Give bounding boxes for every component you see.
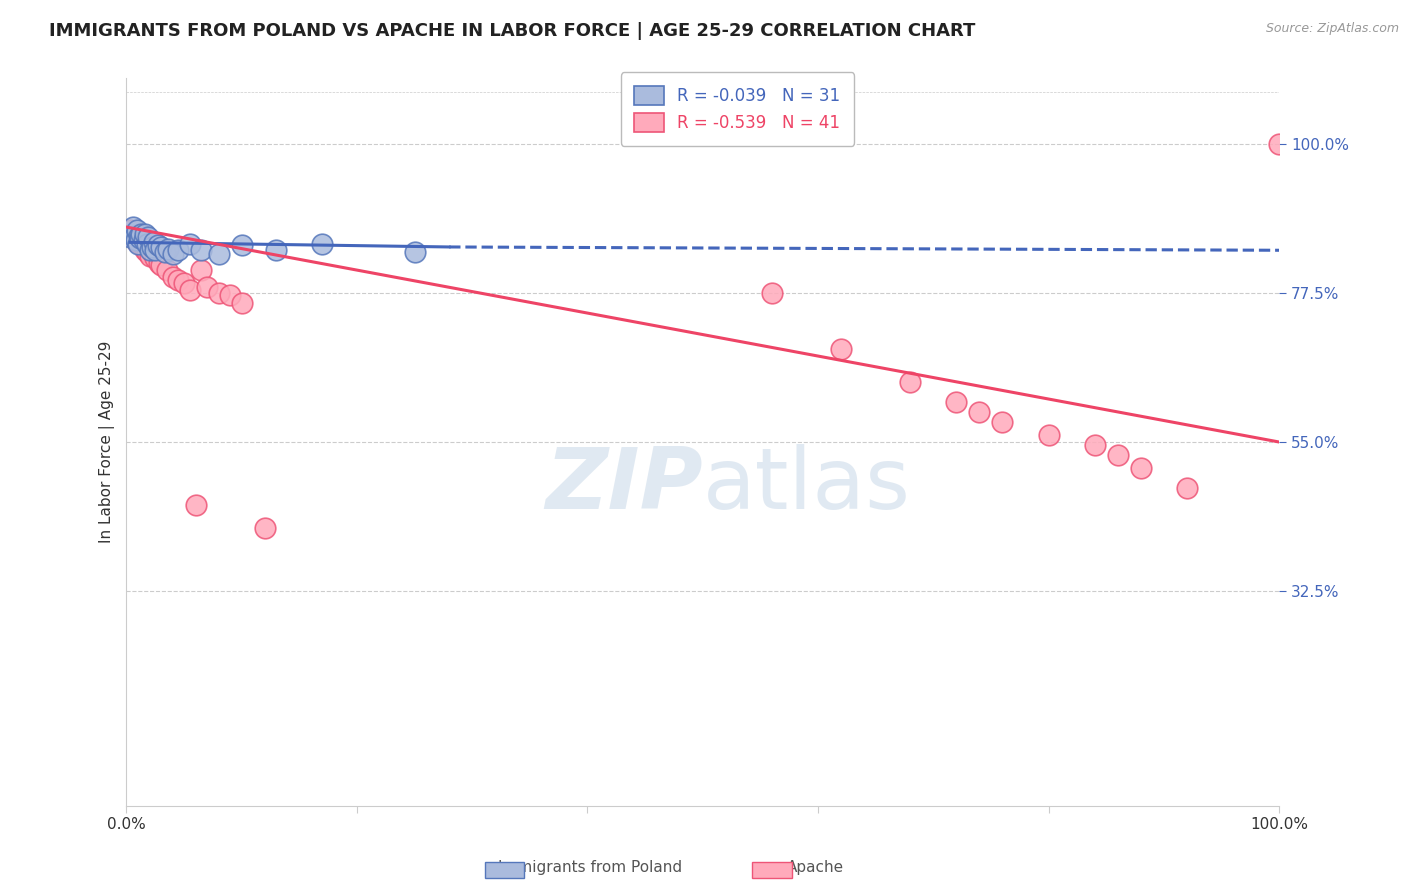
Point (141, 244, 163, 259)
Point (1175, 481, 1198, 495)
Point (122, 220, 145, 235)
Point (125, 223, 148, 237)
Point (132, 240, 155, 254)
Point (129, 230, 152, 244)
Point (898, 376, 921, 390)
Point (121, 228, 143, 243)
Point (136, 236, 159, 251)
Point (404, 244, 426, 259)
Point (1107, 448, 1129, 462)
Point (138, 244, 160, 258)
Point (208, 286, 231, 301)
Point (118, 223, 141, 237)
Point (173, 277, 195, 291)
Point (162, 269, 184, 284)
Point (121, 227, 143, 241)
Point (150, 240, 173, 254)
Point (124, 228, 146, 243)
Point (134, 227, 156, 241)
Point (127, 236, 149, 251)
Point (125, 233, 148, 247)
Point (128, 228, 150, 243)
Point (184, 498, 207, 512)
Point (129, 231, 152, 245)
Point (991, 415, 1014, 429)
Point (156, 263, 179, 277)
Point (830, 343, 852, 357)
Point (127, 231, 149, 245)
Text: atlas: atlas (703, 444, 911, 527)
Point (231, 296, 253, 310)
Text: Apache: Apache (787, 861, 844, 875)
Point (138, 249, 160, 263)
Point (148, 256, 170, 270)
Point (131, 227, 153, 241)
Point (138, 230, 160, 244)
Point (131, 236, 153, 251)
Point (1129, 461, 1152, 475)
Point (945, 395, 967, 409)
Point (134, 244, 156, 258)
Point (761, 286, 783, 301)
Point (141, 240, 163, 254)
Point (1084, 438, 1107, 452)
Point (253, 521, 276, 535)
Text: IMMIGRANTS FROM POLAND VS APACHE IN LABOR FORCE | AGE 25-29 CORRELATION CHART: IMMIGRANTS FROM POLAND VS APACHE IN LABO… (49, 22, 976, 40)
Text: Source: ZipAtlas.com: Source: ZipAtlas.com (1265, 22, 1399, 36)
Point (190, 244, 212, 258)
Point (969, 405, 991, 419)
Point (195, 279, 218, 293)
Point (153, 244, 176, 259)
Point (146, 238, 169, 252)
Point (143, 244, 166, 258)
Point (1038, 428, 1060, 442)
Y-axis label: In Labor Force | Age 25-29: In Labor Force | Age 25-29 (100, 341, 115, 543)
Point (219, 288, 242, 302)
Point (143, 235, 166, 250)
Point (136, 244, 159, 259)
Point (143, 251, 166, 265)
Point (266, 244, 288, 258)
Point (179, 283, 201, 297)
Point (128, 233, 150, 247)
Point (190, 263, 212, 277)
Point (150, 258, 173, 272)
Point (118, 230, 141, 244)
Point (162, 246, 184, 260)
Point (156, 242, 179, 256)
Point (132, 233, 155, 247)
Point (231, 238, 253, 252)
Point (311, 236, 333, 251)
Point (167, 244, 190, 258)
Point (179, 236, 201, 251)
Text: Immigrants from Poland: Immigrants from Poland (499, 861, 682, 875)
Point (131, 238, 153, 252)
Text: ZIP: ZIP (546, 444, 703, 527)
Legend: R = -0.039   N = 31, R = -0.539   N = 41: R = -0.039 N = 31, R = -0.539 N = 41 (621, 72, 853, 145)
Point (208, 246, 231, 260)
Point (167, 273, 190, 287)
Point (1268, 137, 1291, 152)
Point (124, 231, 146, 245)
Point (125, 235, 148, 250)
